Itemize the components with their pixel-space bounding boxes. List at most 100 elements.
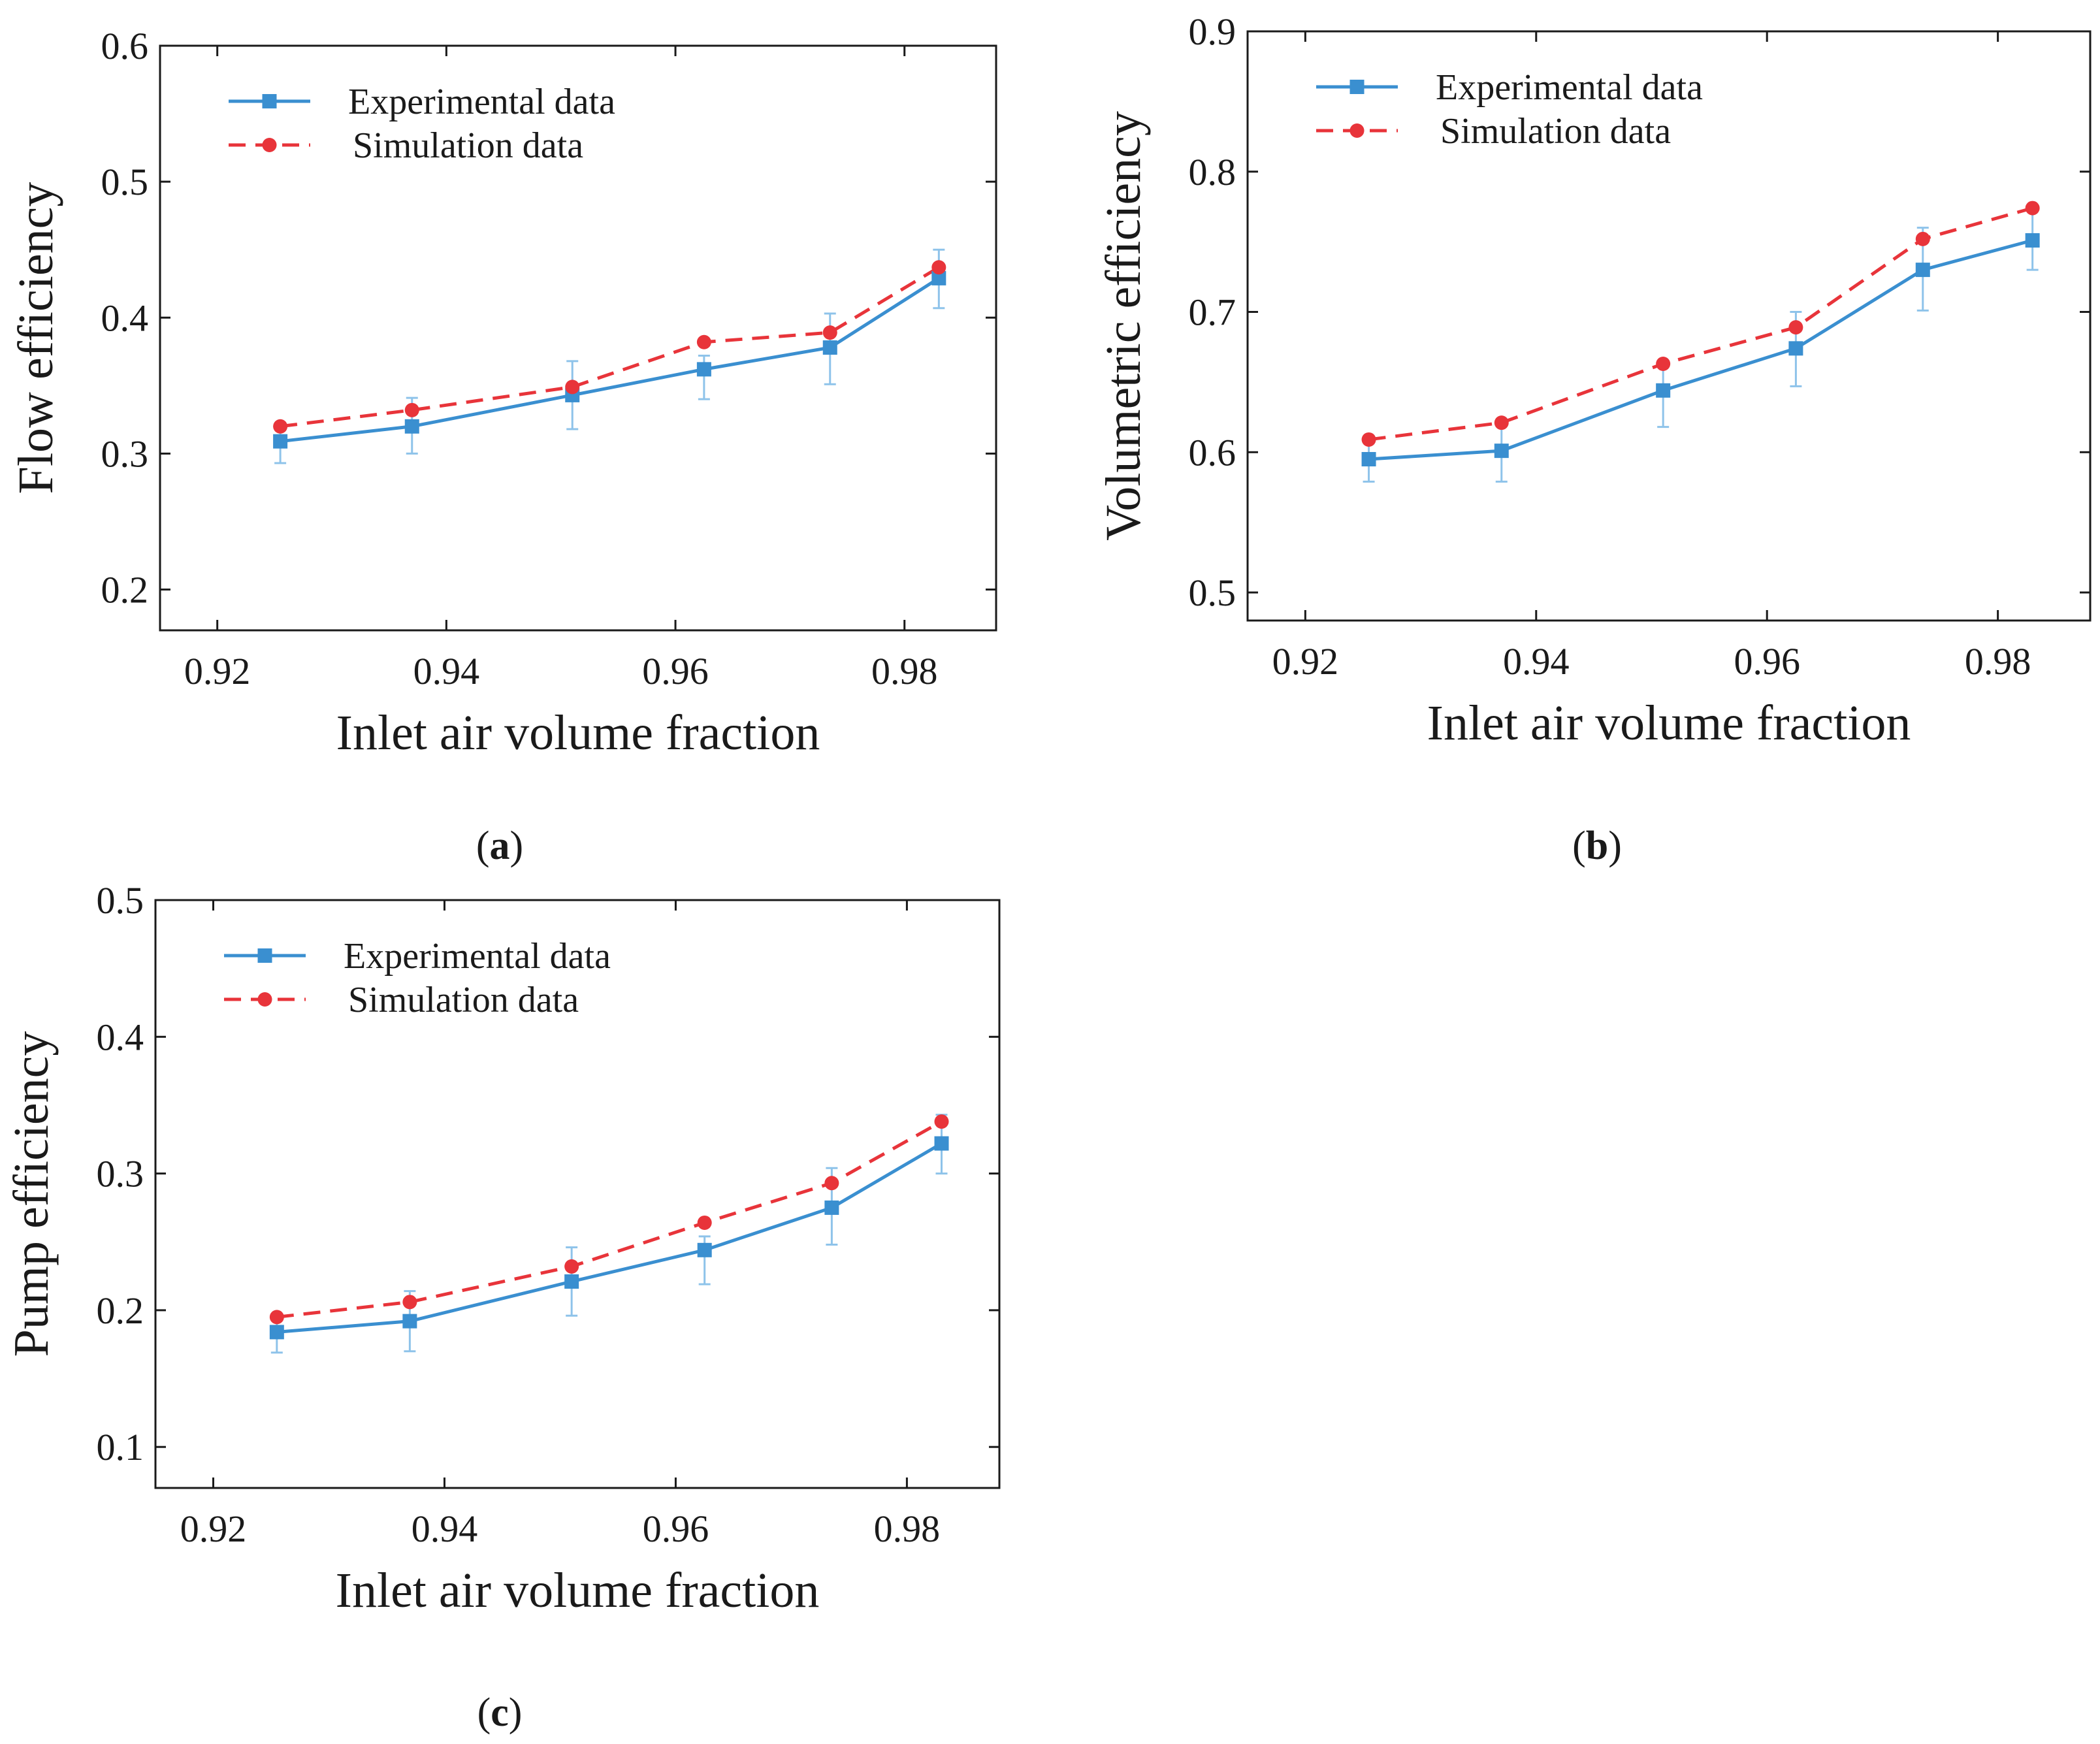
- data-point-simulation: [822, 325, 837, 340]
- legend-marker-experimental: [1349, 80, 1365, 94]
- data-point-experimental: [1494, 444, 1509, 459]
- legend-label-simulation: Simulation data: [1440, 111, 1671, 152]
- panel-label-letter: c: [491, 1690, 509, 1735]
- y-tick-label: 0.8: [1189, 151, 1236, 193]
- y-tick-label: 0.7: [1189, 291, 1236, 334]
- panel-label: (a): [476, 824, 523, 868]
- y-axis-label: Flow efficiency: [8, 182, 63, 494]
- data-point-simulation: [404, 402, 419, 417]
- y-tick-label: 0.6: [101, 25, 149, 67]
- x-tick-label: 0.98: [871, 650, 938, 692]
- panel-label-close-paren: ): [1608, 824, 1622, 868]
- x-tick-label: 0.98: [1965, 640, 2031, 683]
- x-tick-label: 0.92: [184, 650, 251, 692]
- x-tick-label: 0.98: [874, 1508, 941, 1550]
- chart-panel-c: 0.92 0.94 0.96 0.98 0.1 0.2 0.3 0.4 0.5 Inlet air…: [4, 879, 1001, 1735]
- data-point-experimental: [1915, 263, 1930, 278]
- x-tick-label: 0.96: [1734, 640, 1800, 683]
- data-point-simulation: [1494, 415, 1509, 430]
- y-tick-label: 0.9: [1189, 10, 1236, 53]
- chart-panel-a: 0.92 0.94 0.96 0.98 0.2 0.3 0.4 0.5 0.6 Inlet air…: [8, 25, 997, 868]
- data-point-experimental: [1361, 452, 1376, 467]
- panel-label-open-paren: (: [477, 1690, 491, 1735]
- data-point-experimental: [404, 419, 419, 434]
- data-point-simulation: [273, 419, 288, 434]
- data-point-simulation: [269, 1310, 284, 1325]
- legend-label-experimental: Experimental data: [344, 936, 611, 977]
- data-point-simulation: [931, 260, 946, 275]
- data-point-experimental: [696, 362, 711, 377]
- y-tick-label: 0.2: [101, 569, 149, 611]
- panel-label: (b): [1572, 824, 1622, 868]
- y-tick-label: 0.6: [1189, 431, 1236, 474]
- data-point-simulation: [934, 1114, 949, 1129]
- data-point-simulation: [824, 1176, 839, 1191]
- panel-label-open-paren: (: [476, 824, 490, 868]
- panel-label-letter: b: [1586, 824, 1608, 868]
- x-axis-label: Inlet air volume fraction: [336, 1563, 820, 1618]
- data-point-experimental: [1656, 383, 1671, 398]
- panel-label-close-paren: ): [509, 1690, 523, 1735]
- y-tick-label: 0.5: [97, 879, 144, 922]
- data-point-experimental: [564, 1274, 579, 1289]
- x-tick-label: 0.96: [642, 650, 709, 692]
- plot-frame: [154, 899, 1001, 1489]
- series-line-experimental: [280, 276, 940, 444]
- data-point-experimental: [934, 1136, 949, 1151]
- x-tick-label: 0.94: [413, 650, 480, 692]
- plot-frame: [1246, 30, 2092, 622]
- y-tick-label: 0.5: [1189, 572, 1236, 614]
- series-line-simulation: [280, 266, 940, 428]
- data-point-experimental: [697, 1242, 712, 1257]
- panel-label: (c): [477, 1690, 523, 1735]
- data-point-simulation: [2025, 201, 2040, 216]
- y-tick-label: 0.3: [101, 432, 149, 475]
- data-point-experimental: [2025, 233, 2040, 248]
- panel-label-open-paren: (: [1572, 824, 1586, 868]
- legend-marker-simulation: [257, 992, 272, 1007]
- data-point-experimental: [1788, 341, 1803, 356]
- legend-label-simulation: Simulation data: [348, 980, 579, 1020]
- chart-panel-b: 0.92 0.94 0.96 0.98 0.5 0.6 0.7 0.8 0.9 Inlet air…: [1096, 10, 2092, 868]
- legend-marker-experimental: [262, 94, 277, 108]
- data-point-experimental: [931, 270, 946, 285]
- data-point-experimental: [822, 340, 837, 355]
- data-point-simulation: [402, 1295, 417, 1310]
- x-tick-label: 0.96: [643, 1508, 709, 1550]
- y-tick-label: 0.4: [97, 1016, 144, 1058]
- data-point-simulation: [1656, 356, 1671, 371]
- x-tick-label: 0.92: [1272, 640, 1339, 683]
- y-tick-label: 0.1: [97, 1426, 144, 1468]
- x-tick-label: 0.94: [1503, 640, 1570, 683]
- x-axis-label: Inlet air volume fraction: [336, 705, 820, 760]
- data-point-simulation: [564, 1259, 579, 1274]
- data-point-simulation: [697, 1215, 712, 1230]
- panel-label-letter: a: [490, 824, 510, 868]
- series-line-simulation: [1368, 206, 2033, 442]
- data-point-simulation: [696, 334, 711, 349]
- y-tick-label: 0.2: [97, 1289, 144, 1332]
- legend-marker-simulation: [1349, 123, 1365, 138]
- legend-label-experimental: Experimental data: [348, 82, 615, 122]
- legend-marker-experimental: [257, 948, 272, 963]
- data-point-simulation: [1788, 320, 1803, 335]
- plot-frame: [159, 44, 997, 632]
- x-tick-label: 0.92: [180, 1508, 247, 1550]
- panel-label-close-paren: ): [510, 824, 524, 868]
- y-tick-label: 0.3: [97, 1153, 144, 1195]
- legend-marker-simulation: [262, 138, 277, 152]
- y-tick-label: 0.4: [101, 297, 149, 339]
- data-point-simulation: [1915, 231, 1930, 246]
- legend-label-simulation: Simulation data: [353, 125, 583, 166]
- series-line-simulation: [276, 1120, 943, 1319]
- data-point-simulation: [565, 379, 580, 395]
- series-line-experimental: [1368, 238, 2033, 461]
- data-point-experimental: [273, 434, 288, 449]
- legend-label-experimental: Experimental data: [1436, 67, 1703, 108]
- data-point-experimental: [402, 1314, 417, 1329]
- x-axis-label: Inlet air volume fraction: [1427, 696, 1911, 751]
- data-point-simulation: [1361, 432, 1376, 447]
